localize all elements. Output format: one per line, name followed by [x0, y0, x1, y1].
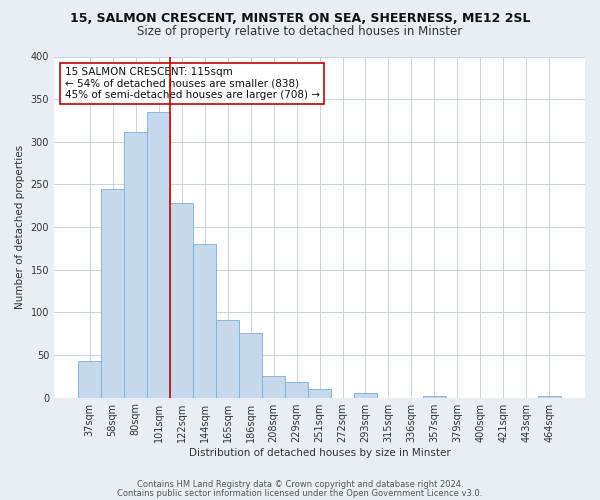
- Bar: [101, 188, 124, 398]
- Bar: [124, 132, 147, 398]
- Bar: [308, 389, 331, 398]
- Text: Contains HM Land Registry data © Crown copyright and database right 2024.: Contains HM Land Registry data © Crown c…: [137, 480, 463, 489]
- Bar: [147, 112, 170, 398]
- Y-axis label: Number of detached properties: Number of detached properties: [15, 145, 25, 309]
- X-axis label: Distribution of detached houses by size in Minster: Distribution of detached houses by size …: [188, 448, 451, 458]
- Bar: [262, 376, 285, 398]
- Bar: [170, 203, 193, 398]
- Bar: [239, 333, 262, 398]
- Bar: [538, 396, 561, 398]
- Bar: [423, 396, 446, 398]
- Text: 15, SALMON CRESCENT, MINSTER ON SEA, SHEERNESS, ME12 2SL: 15, SALMON CRESCENT, MINSTER ON SEA, SHE…: [70, 12, 530, 26]
- Bar: [193, 244, 216, 398]
- Text: 15 SALMON CRESCENT: 115sqm
← 54% of detached houses are smaller (838)
45% of sem: 15 SALMON CRESCENT: 115sqm ← 54% of deta…: [65, 66, 320, 100]
- Bar: [285, 382, 308, 398]
- Bar: [216, 320, 239, 398]
- Bar: [354, 394, 377, 398]
- Bar: [78, 361, 101, 398]
- Text: Size of property relative to detached houses in Minster: Size of property relative to detached ho…: [137, 25, 463, 38]
- Text: Contains public sector information licensed under the Open Government Licence v3: Contains public sector information licen…: [118, 488, 482, 498]
